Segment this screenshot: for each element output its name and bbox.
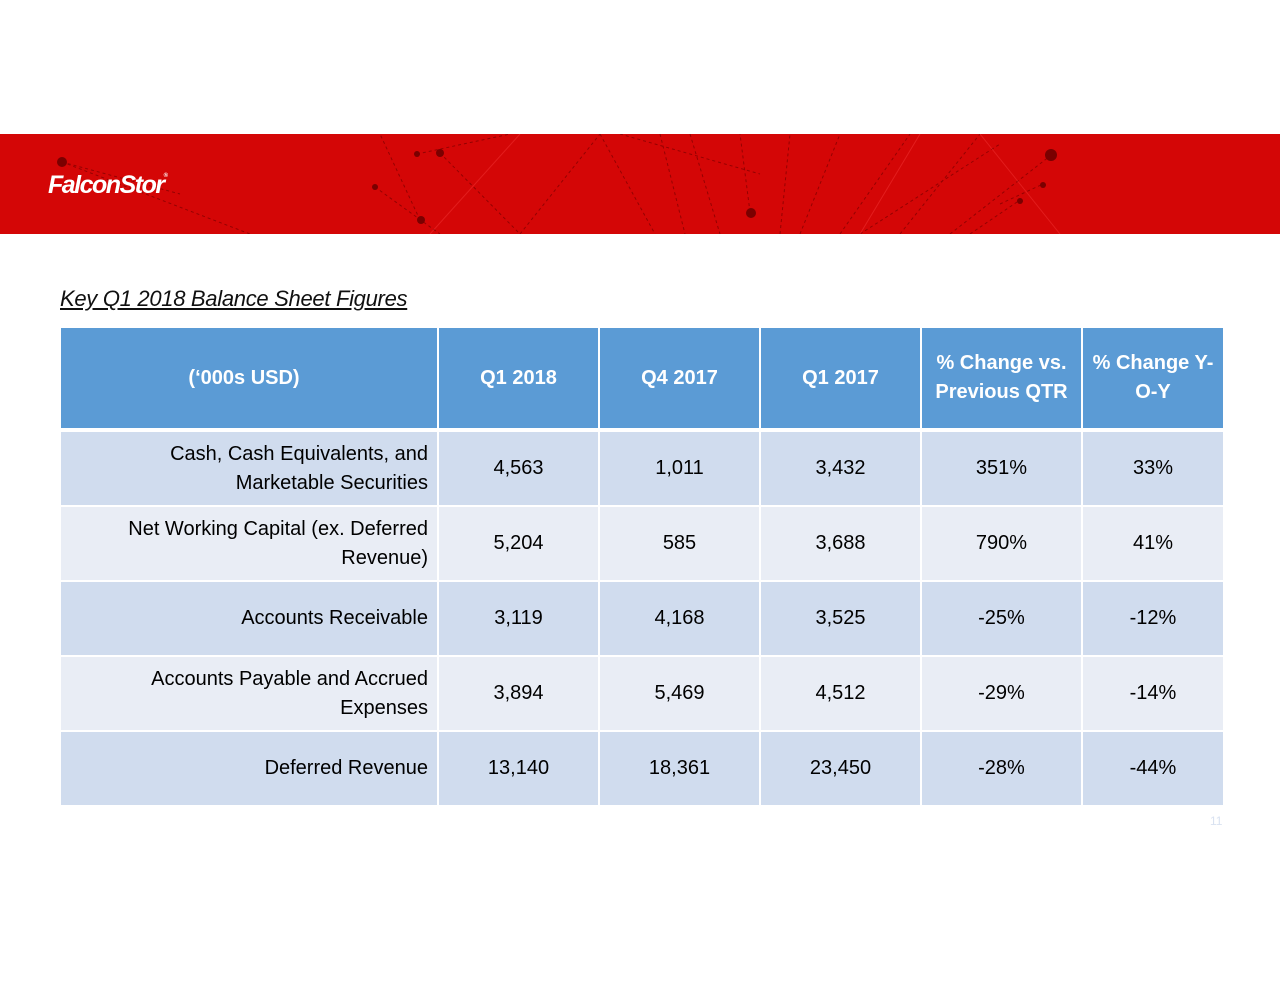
column-header-q4-2017: Q4 2017 bbox=[598, 326, 761, 432]
cell-change-qtr: 351% bbox=[920, 429, 1083, 507]
cell-change-yoy: -44% bbox=[1081, 730, 1225, 807]
cell-change-yoy: -14% bbox=[1081, 655, 1225, 732]
cell-q1-2017: 3,432 bbox=[759, 429, 922, 507]
cell-change-yoy: 33% bbox=[1081, 429, 1225, 507]
column-header-q1-2017: Q1 2017 bbox=[759, 326, 922, 432]
row-label: Accounts Payable and Accrued Expenses bbox=[59, 655, 439, 732]
cell-q4-2017: 1,011 bbox=[598, 429, 761, 507]
cell-q4-2017: 585 bbox=[598, 505, 761, 582]
cell-q1-2018: 5,204 bbox=[437, 505, 600, 582]
network-graphic bbox=[57, 134, 1061, 234]
table-row: Net Working Capital (ex. Deferred Revenu… bbox=[59, 505, 1225, 582]
cell-q4-2017: 18,361 bbox=[598, 730, 761, 807]
column-header-change-yoy: % Change Y-O-Y bbox=[1081, 326, 1225, 432]
cell-change-qtr: -28% bbox=[920, 730, 1083, 807]
cell-change-yoy: 41% bbox=[1081, 505, 1225, 582]
page-title: Key Q1 2018 Balance Sheet Figures bbox=[60, 286, 408, 311]
page-number: 11 bbox=[1210, 814, 1223, 828]
column-header-q1-2018: Q1 2018 bbox=[437, 326, 600, 432]
row-label: Accounts Receivable bbox=[59, 580, 439, 657]
cell-change-yoy: -12% bbox=[1081, 580, 1225, 657]
cell-q1-2018: 3,894 bbox=[437, 655, 600, 732]
table-row: Cash, Cash Equivalents, and Marketable S… bbox=[59, 429, 1225, 507]
cell-q1-2017: 4,512 bbox=[759, 655, 922, 732]
column-header-change-qtr: % Change vs. Previous QTR bbox=[920, 326, 1083, 432]
cell-change-qtr: -29% bbox=[920, 655, 1083, 732]
table-header-row: (‘000s USD) Q1 2018 Q4 2017 Q1 2017 % Ch… bbox=[59, 326, 1225, 432]
balance-sheet-table: (‘000s USD) Q1 2018 Q4 2017 Q1 2017 % Ch… bbox=[59, 326, 1225, 807]
cell-q1-2017: 3,525 bbox=[759, 580, 922, 657]
cell-q1-2018: 13,140 bbox=[437, 730, 600, 807]
table-row: Accounts Receivable 3,119 4,168 3,525 -2… bbox=[59, 580, 1225, 657]
cell-q4-2017: 5,469 bbox=[598, 655, 761, 732]
cell-q1-2018: 3,119 bbox=[437, 580, 600, 657]
cell-q4-2017: 4,168 bbox=[598, 580, 761, 657]
row-label: Net Working Capital (ex. Deferred Revenu… bbox=[59, 505, 439, 582]
header-banner: FalconStor® bbox=[0, 134, 1280, 234]
falconstor-logo: FalconStor® bbox=[48, 171, 168, 199]
row-label: Cash, Cash Equivalents, and Marketable S… bbox=[59, 429, 439, 507]
row-label: Deferred Revenue bbox=[59, 730, 439, 807]
cell-q1-2018: 4,563 bbox=[437, 429, 600, 507]
cell-change-qtr: 790% bbox=[920, 505, 1083, 582]
cell-q1-2017: 23,450 bbox=[759, 730, 922, 807]
cell-change-qtr: -25% bbox=[920, 580, 1083, 657]
column-header-label: (‘000s USD) bbox=[59, 326, 439, 432]
cell-q1-2017: 3,688 bbox=[759, 505, 922, 582]
table-row: Accounts Payable and Accrued Expenses 3,… bbox=[59, 655, 1225, 732]
table-row: Deferred Revenue 13,140 18,361 23,450 -2… bbox=[59, 730, 1225, 807]
